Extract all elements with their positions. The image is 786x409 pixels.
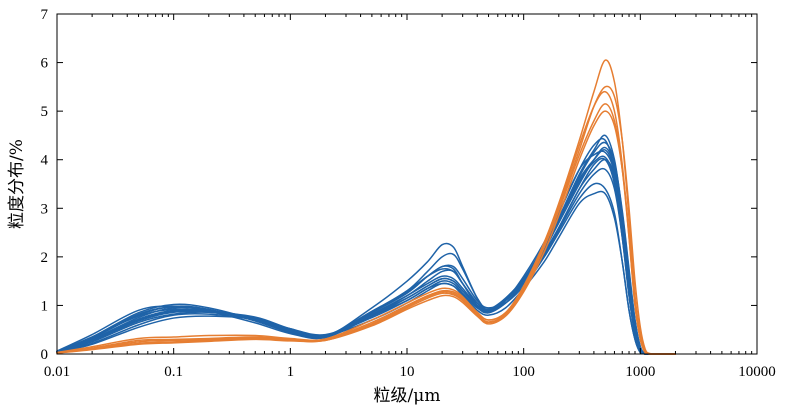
- x-axis-title: 粒级/μm: [374, 386, 441, 406]
- x-tick-label: 100: [512, 364, 535, 380]
- x-tick-label: 10000: [738, 364, 776, 380]
- y-tick-label: 3: [41, 201, 49, 217]
- y-tick-label: 7: [41, 7, 49, 23]
- x-tick-label: 1000: [625, 364, 655, 380]
- x-tick-label: 0.01: [44, 364, 70, 380]
- y-axis-title: 粒度分布/%: [7, 139, 27, 229]
- series-layer: [56, 59, 677, 355]
- y-tick-label: 6: [41, 56, 49, 72]
- y-tick-label: 1: [41, 298, 49, 314]
- x-axis-ticks: 0.01 0.1 1 10 100 1000 10000: [44, 14, 776, 380]
- x-tick-label: 1: [287, 364, 295, 380]
- y-tick-label: 0: [41, 347, 49, 363]
- x-tick-label: 0.1: [164, 364, 183, 380]
- x-tick-label: 10: [400, 364, 415, 380]
- y-tick-label: 5: [41, 104, 49, 120]
- y-axis-ticks: 0 1 2 3 4 5 6 7: [41, 7, 757, 363]
- y-tick-label: 4: [41, 153, 49, 169]
- blue-series-line-12: [56, 141, 677, 355]
- orange-series-line-17: [56, 110, 677, 355]
- y-tick-label: 2: [41, 250, 49, 266]
